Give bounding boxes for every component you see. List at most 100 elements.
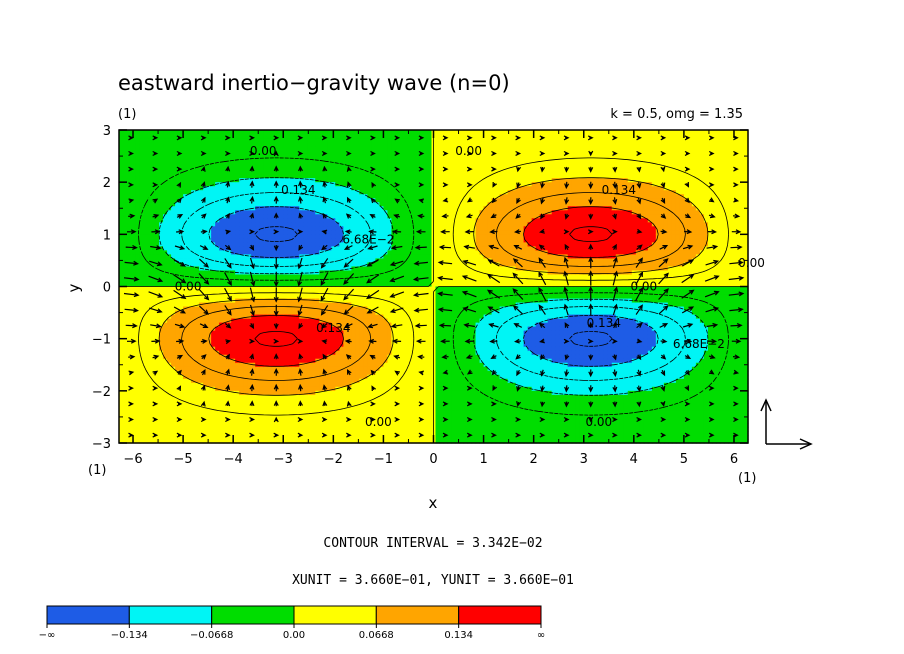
field-cell — [195, 202, 200, 207]
field-cell — [291, 334, 296, 340]
field-cell — [251, 278, 256, 284]
field-cell — [311, 354, 316, 360]
field-cell — [283, 146, 288, 151]
field-cell — [335, 146, 340, 151]
field-cell — [231, 246, 236, 251]
field-cell — [327, 418, 332, 424]
field-cell — [299, 186, 304, 191]
field-cell — [195, 374, 200, 380]
field-cell — [179, 270, 184, 276]
field-cell — [143, 330, 148, 336]
field-cell — [359, 366, 364, 372]
field-cell — [203, 162, 208, 167]
field-cell — [239, 354, 244, 360]
field-cell — [119, 382, 124, 388]
field-cell — [147, 214, 152, 219]
field-cell — [199, 250, 204, 255]
field-cell — [199, 410, 204, 416]
field-cell — [355, 370, 360, 376]
field-cell — [223, 170, 228, 175]
field-cell — [315, 262, 320, 268]
field-cell — [231, 198, 236, 203]
field-cell — [187, 194, 192, 199]
field-cell — [227, 250, 232, 255]
field-cell — [327, 162, 332, 167]
field-cell — [227, 350, 232, 356]
field-cell — [191, 130, 196, 135]
field-cell — [191, 358, 196, 364]
field-cell — [127, 290, 132, 296]
field-cell — [259, 222, 264, 227]
field-cell — [307, 238, 312, 243]
field-cell — [159, 270, 164, 276]
field-cell — [159, 374, 164, 380]
field-cell — [271, 370, 276, 376]
field-cell — [175, 410, 180, 416]
field-cell — [279, 354, 284, 360]
field-cell — [335, 238, 340, 243]
field-cell — [211, 338, 216, 344]
field-cell — [247, 278, 252, 284]
field-cell — [311, 198, 316, 203]
field-cell — [335, 338, 340, 344]
field-cell — [195, 226, 200, 231]
field-cell — [351, 234, 356, 239]
field-cell — [327, 222, 332, 227]
field-cell — [367, 374, 372, 380]
field-cell — [183, 206, 188, 211]
field-cell — [303, 390, 308, 396]
field-cell — [367, 222, 372, 227]
field-cell — [275, 170, 280, 175]
field-cell — [347, 218, 352, 223]
field-cell — [359, 134, 364, 139]
field-cell — [367, 334, 372, 340]
field-cell — [131, 286, 136, 292]
field-cell — [159, 422, 164, 428]
field-cell — [203, 302, 208, 308]
field-cell — [215, 358, 220, 364]
field-cell — [323, 162, 328, 167]
field-cell — [231, 414, 236, 420]
field-cell — [327, 202, 332, 207]
field-cell — [203, 330, 208, 336]
field-cell — [287, 394, 292, 400]
field-cell — [135, 202, 140, 207]
field-cell — [183, 250, 188, 255]
field-cell — [299, 154, 304, 159]
field-cell — [207, 378, 212, 384]
field-cell — [131, 218, 136, 223]
field-cell — [319, 414, 324, 420]
field-cell — [135, 258, 140, 264]
field-cell — [359, 306, 364, 312]
field-cell — [299, 342, 304, 348]
field-cell — [251, 394, 256, 400]
field-cell — [207, 222, 212, 227]
field-cell — [123, 234, 128, 239]
field-cell — [271, 278, 276, 284]
field-cell — [143, 174, 148, 179]
field-cell — [291, 394, 296, 400]
field-cell — [303, 150, 308, 155]
field-cell — [183, 210, 188, 215]
field-cell — [239, 366, 244, 372]
field-cell — [339, 286, 344, 292]
field-cell — [239, 218, 244, 223]
field-cell — [351, 410, 356, 416]
field-cell — [307, 178, 312, 183]
field-cell — [303, 130, 308, 135]
field-cell — [331, 238, 336, 243]
field-cell — [147, 150, 152, 155]
field-cell — [291, 214, 296, 219]
field-cell — [155, 150, 160, 155]
field-cell — [195, 250, 200, 255]
field-cell — [203, 142, 208, 147]
field-cell — [227, 202, 232, 207]
field-cell — [263, 270, 268, 276]
field-cell — [215, 310, 220, 316]
field-cell — [231, 314, 236, 320]
field-cell — [343, 318, 348, 324]
field-cell — [275, 138, 280, 143]
field-cell — [163, 258, 168, 264]
field-cell — [243, 354, 248, 360]
field-cell — [167, 430, 172, 436]
